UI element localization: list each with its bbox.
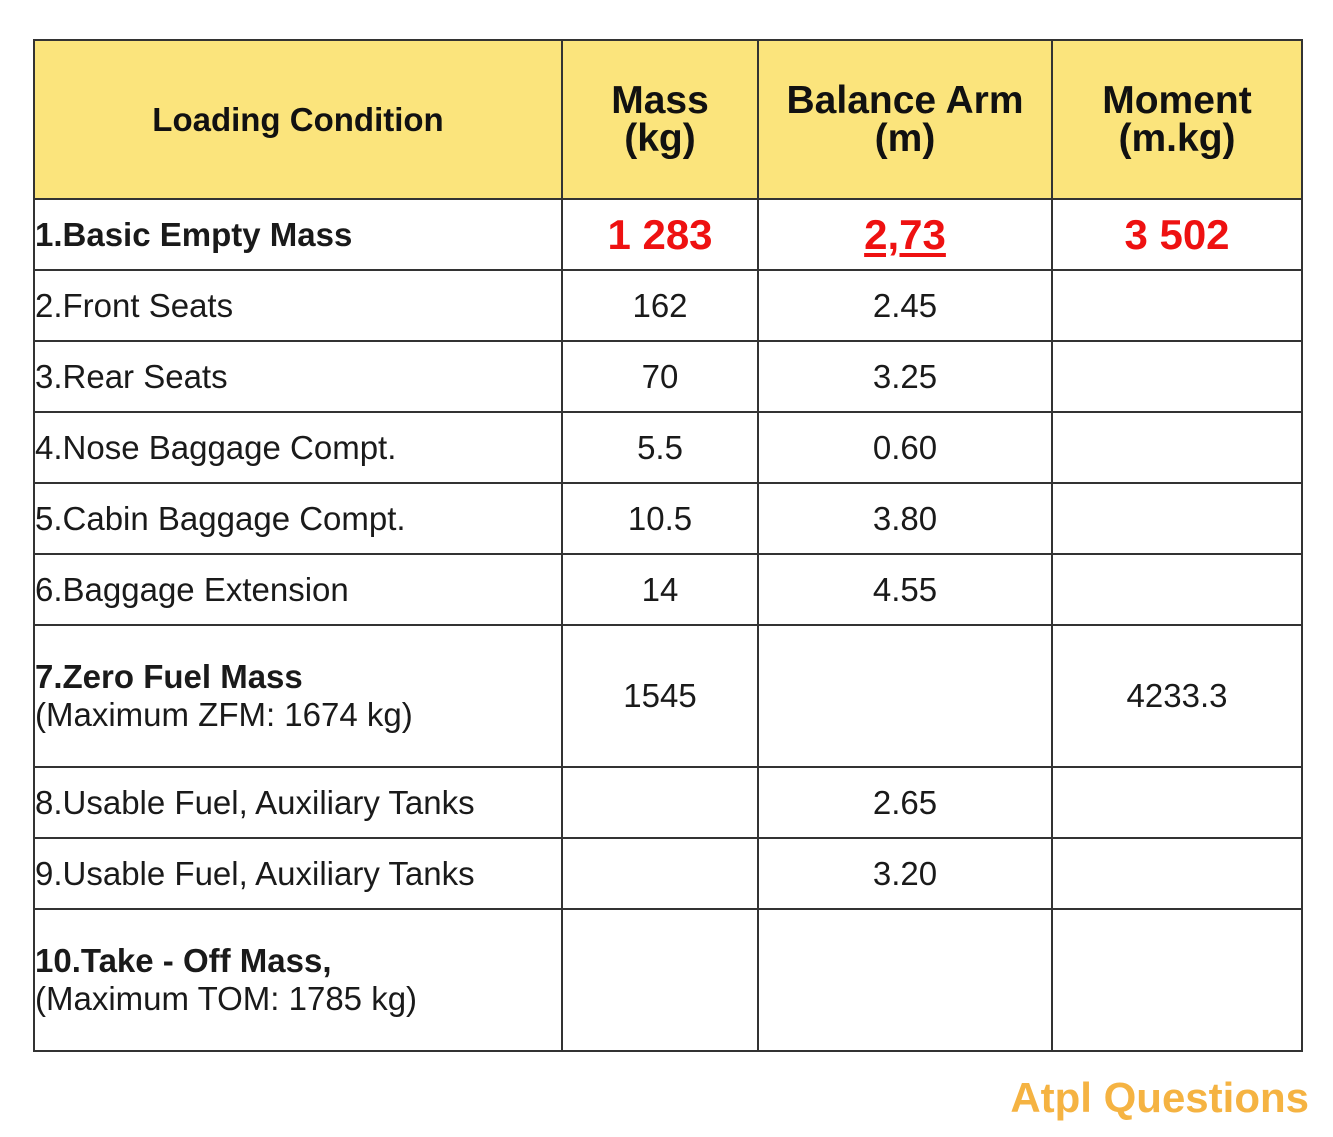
table-row: 5.Cabin Baggage Compt. 10.5 3.80 [33, 482, 1303, 555]
header-moment-label: Moment [1102, 78, 1252, 122]
cell-moment [1051, 340, 1303, 413]
cell-mass [561, 908, 759, 1052]
header-moment: Moment (m.kg) [1051, 39, 1303, 200]
cell-moment: 4233.3 [1051, 624, 1303, 768]
cell-condition: 7.Zero Fuel Mass (Maximum ZFM: 1674 kg) [33, 624, 563, 768]
cell-mass [561, 766, 759, 839]
cell-moment [1051, 411, 1303, 484]
cell-mass: 162 [561, 269, 759, 342]
highlight-arm: 2,73 [864, 210, 946, 258]
header-mass: Mass (kg) [561, 39, 759, 200]
cell-moment [1051, 908, 1303, 1052]
highlight-mass: 1 283 [607, 210, 713, 258]
cell-moment [1051, 269, 1303, 342]
loading-table: Loading Condition Mass (kg) Balance Arm … [33, 39, 1303, 1052]
cell-moment: 3 502 [1051, 198, 1303, 271]
header-row: Loading Condition Mass (kg) Balance Arm … [33, 39, 1303, 200]
cell-moment [1051, 766, 1303, 839]
cell-arm [757, 624, 1053, 768]
header-moment-unit: (m.kg) [1118, 116, 1236, 160]
cell-condition: 3.Rear Seats [33, 340, 563, 413]
table-row: 10.Take - Off Mass, (Maximum TOM: 1785 k… [33, 908, 1303, 1052]
cell-moment [1051, 837, 1303, 910]
cell-mass: 5.5 [561, 411, 759, 484]
header-balance-arm-unit: (m) [874, 116, 936, 160]
cell-arm: 3.20 [757, 837, 1053, 910]
cell-mass: 10.5 [561, 482, 759, 555]
cell-condition: 5.Cabin Baggage Compt. [33, 482, 563, 555]
table-row: 7.Zero Fuel Mass (Maximum ZFM: 1674 kg) … [33, 624, 1303, 768]
header-mass-label: Mass [611, 78, 709, 122]
cell-condition: 10.Take - Off Mass, (Maximum TOM: 1785 k… [33, 908, 563, 1052]
cell-mass: 1545 [561, 624, 759, 768]
cell-condition: 8.Usable Fuel, Auxiliary Tanks [33, 766, 563, 839]
condition-note: (Maximum ZFM: 1674 kg) [35, 696, 413, 733]
cell-condition: 6.Baggage Extension [33, 553, 563, 626]
condition-title: 10.Take - Off Mass, [35, 942, 332, 979]
table-row: 9.Usable Fuel, Auxiliary Tanks 3.20 [33, 837, 1303, 910]
atpl-questions-logo: Atpl Questions [1010, 1074, 1309, 1121]
condition-note: (Maximum TOM: 1785 kg) [35, 980, 418, 1017]
cell-mass: 1 283 [561, 198, 759, 271]
cell-condition: 2.Front Seats [33, 269, 563, 342]
table-row: 6.Baggage Extension 14 4.55 [33, 553, 1303, 626]
table-row: 2.Front Seats 162 2.45 [33, 269, 1303, 342]
table-row: 3.Rear Seats 70 3.25 [33, 340, 1303, 413]
header-balance-arm-label: Balance Arm [786, 78, 1024, 122]
cell-arm: 2,73 [757, 198, 1053, 271]
cell-arm: 3.80 [757, 482, 1053, 555]
cell-condition: 4.Nose Baggage Compt. [33, 411, 563, 484]
cell-arm: 4.55 [757, 553, 1053, 626]
cell-mass [561, 837, 759, 910]
cell-arm [757, 908, 1053, 1052]
cell-moment [1051, 482, 1303, 555]
cell-condition: 1.Basic Empty Mass [33, 198, 563, 271]
table-row: 4.Nose Baggage Compt. 5.5 0.60 [33, 411, 1303, 484]
cell-arm: 2.45 [757, 269, 1053, 342]
cell-arm: 2.65 [757, 766, 1053, 839]
table-row: 8.Usable Fuel, Auxiliary Tanks 2.65 [33, 766, 1303, 839]
table-row: 1.Basic Empty Mass 1 283 2,73 3 502 [33, 198, 1303, 271]
cell-condition: 9.Usable Fuel, Auxiliary Tanks [33, 837, 563, 910]
header-mass-unit: (kg) [624, 116, 696, 160]
header-balance-arm: Balance Arm (m) [757, 39, 1053, 200]
cell-arm: 3.25 [757, 340, 1053, 413]
cell-arm: 0.60 [757, 411, 1053, 484]
cell-mass: 14 [561, 553, 759, 626]
condition-title: 7.Zero Fuel Mass [35, 658, 303, 695]
cell-moment [1051, 553, 1303, 626]
header-loading-condition: Loading Condition [33, 39, 563, 200]
cell-mass: 70 [561, 340, 759, 413]
highlight-moment: 3 502 [1124, 210, 1230, 258]
